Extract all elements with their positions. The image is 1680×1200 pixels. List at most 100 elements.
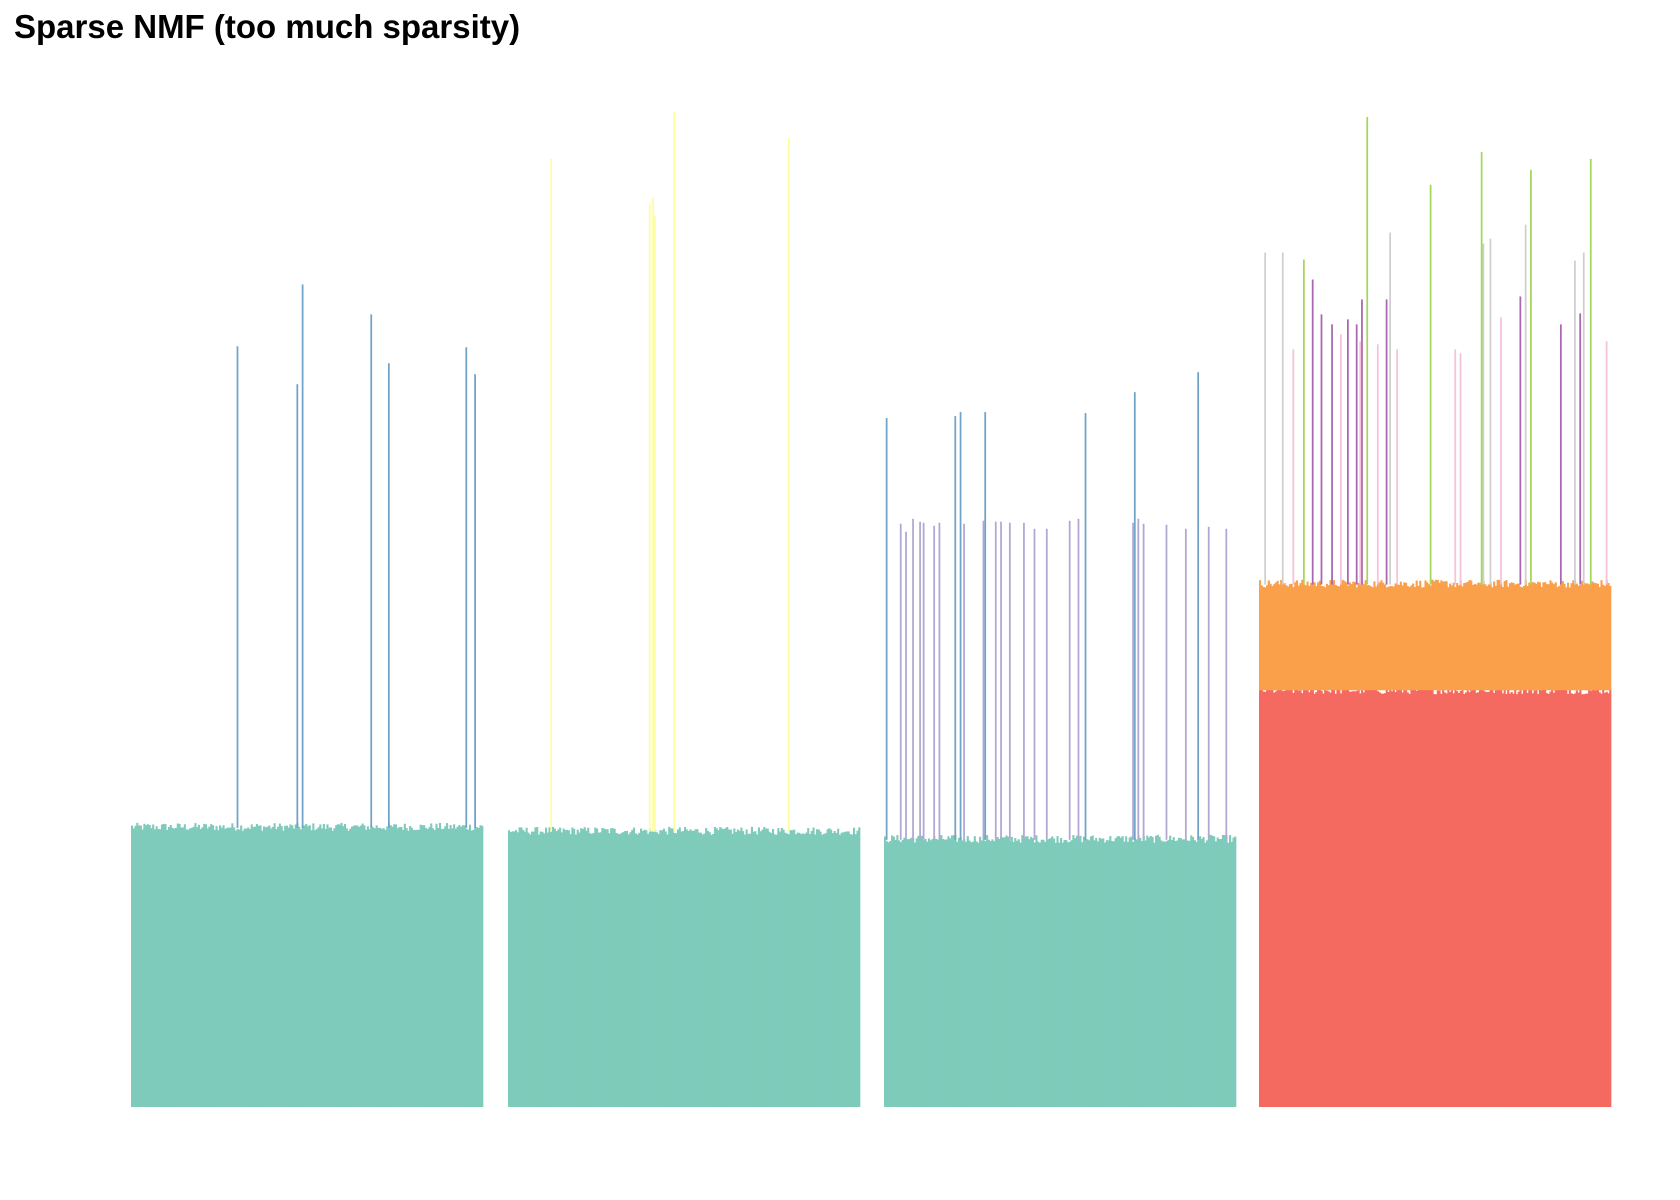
bar-base <box>712 834 715 1107</box>
bar-base <box>1427 688 1431 1107</box>
bar-base <box>1544 688 1547 1107</box>
bar-base <box>361 823 364 1107</box>
bar-base <box>539 831 542 1107</box>
bar-base <box>1519 688 1522 1107</box>
bar-mid <box>1491 587 1494 691</box>
bar-base <box>938 836 941 1107</box>
bar-base <box>1420 687 1424 1107</box>
bar-base <box>1153 842 1156 1107</box>
bar-base <box>629 832 632 1107</box>
bar-base <box>442 828 445 1107</box>
bar-base <box>678 827 681 1107</box>
bar-base <box>1399 686 1402 1107</box>
bar-base <box>552 826 555 1107</box>
bar-mid <box>1486 586 1489 691</box>
bar-base <box>627 834 630 1107</box>
bar-base <box>1526 692 1529 1107</box>
bar-mid <box>1523 585 1526 691</box>
bar-base <box>620 832 623 1107</box>
bar-base <box>1563 687 1566 1107</box>
bar-base <box>708 832 711 1107</box>
bar-base <box>685 829 688 1107</box>
bar-mid <box>1345 582 1348 691</box>
bar-base <box>1528 688 1531 1107</box>
bar-spike <box>1385 299 1388 585</box>
bar-base <box>250 824 253 1107</box>
bar-base <box>801 833 805 1107</box>
bar-base <box>264 827 267 1107</box>
bar-mid <box>1598 586 1601 691</box>
bar-base <box>1306 686 1309 1107</box>
bar-base <box>1568 689 1571 1107</box>
bar-spike <box>1000 521 1002 840</box>
bar-base <box>1348 691 1351 1107</box>
bar-base <box>255 824 259 1107</box>
bar-base <box>659 830 662 1107</box>
bar-mid <box>1468 580 1471 691</box>
bar-mid <box>1385 587 1388 691</box>
bar-base <box>835 832 838 1107</box>
bar-base <box>1503 690 1506 1107</box>
bar-base <box>935 838 938 1107</box>
bar-mid <box>1350 583 1353 691</box>
bar-base <box>1188 840 1191 1107</box>
bar-base <box>632 827 636 1107</box>
bar-base <box>643 829 646 1107</box>
bar-base <box>1600 693 1603 1107</box>
bar-base <box>1355 690 1358 1107</box>
bar-base <box>1149 835 1152 1107</box>
bar-base <box>307 826 310 1107</box>
bar-mid <box>1295 580 1299 691</box>
bar-base <box>611 828 614 1107</box>
bar-base <box>719 827 722 1107</box>
bar-base <box>1123 841 1126 1107</box>
bar-base <box>131 825 134 1107</box>
bar-base <box>342 826 345 1107</box>
panel-2 <box>508 111 861 1107</box>
bar-spike <box>1292 349 1295 585</box>
bar-base <box>410 827 413 1107</box>
bar-base <box>828 828 831 1107</box>
bar-mid <box>1496 579 1499 691</box>
bar-base <box>238 829 241 1107</box>
bar-base <box>1165 841 1168 1107</box>
bar-base <box>1605 691 1608 1107</box>
bar-base <box>947 836 950 1107</box>
bar-mid <box>1466 581 1469 691</box>
bar-base <box>387 823 391 1107</box>
bar-base <box>560 832 563 1107</box>
bar-base <box>1287 687 1290 1107</box>
bar-base <box>203 823 206 1107</box>
bar-base <box>331 830 334 1107</box>
bar-base <box>648 828 651 1107</box>
bar-spike <box>1482 243 1485 585</box>
bar-spike <box>301 284 304 828</box>
bar-base <box>446 823 449 1107</box>
bar-base <box>1457 692 1460 1107</box>
bar-mid <box>1376 581 1380 691</box>
bar-base <box>1001 837 1005 1107</box>
bar-base <box>576 829 579 1107</box>
bar-base <box>477 827 480 1107</box>
bar-base <box>458 825 461 1107</box>
bar-base <box>1303 688 1306 1107</box>
bar-base <box>217 830 220 1107</box>
bar-base <box>206 828 209 1107</box>
bar-mid <box>1301 579 1304 691</box>
bar-base <box>696 829 699 1107</box>
bar-base <box>1320 690 1323 1107</box>
bar-base <box>294 824 297 1107</box>
bar-mid <box>1380 580 1383 691</box>
bar-base <box>676 829 680 1107</box>
bar-mid <box>1435 579 1438 691</box>
bar-mid <box>1369 586 1372 691</box>
bar-base <box>738 830 741 1107</box>
bar-base <box>447 828 450 1107</box>
bar-spike <box>1582 252 1585 585</box>
bar-base <box>136 822 139 1107</box>
bar-mid <box>1406 586 1409 691</box>
bar-spike <box>1311 279 1314 585</box>
bar-base <box>793 829 796 1107</box>
bar-base <box>1505 693 1508 1107</box>
bar-base <box>1479 689 1482 1107</box>
